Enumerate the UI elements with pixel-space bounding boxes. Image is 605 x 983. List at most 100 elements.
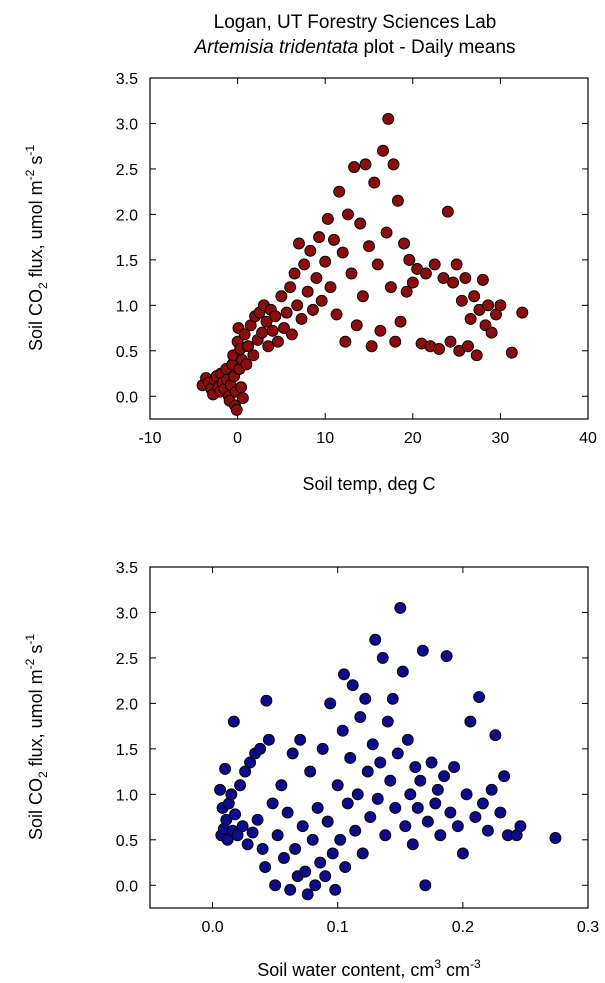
data-point (275, 779, 288, 792)
data-point (333, 185, 346, 198)
data-point (301, 888, 314, 901)
data-point (240, 358, 253, 371)
data-point (391, 194, 404, 207)
data-point (336, 246, 349, 259)
data-point (254, 742, 267, 755)
data-point (324, 281, 337, 294)
data-point (251, 813, 264, 826)
data-point (356, 847, 369, 860)
data-point (348, 161, 361, 174)
y-tick-label: 2.0 (116, 207, 138, 224)
data-point (225, 788, 238, 801)
x-tick-label: -10 (138, 430, 161, 447)
data-point (359, 692, 372, 705)
data-point (219, 762, 232, 775)
data-point (389, 802, 402, 814)
x-axis-label: Soil water content, cm3 cm-3 (257, 957, 481, 980)
data-point (220, 813, 233, 826)
data-point (235, 381, 248, 394)
data-point (444, 806, 457, 819)
data-point (468, 290, 481, 303)
data-point (498, 770, 511, 783)
y-tick-label: 0.0 (116, 878, 138, 895)
y-tick-label: 1.0 (116, 298, 138, 315)
data-point (494, 299, 507, 312)
data-point (294, 733, 307, 746)
data-point (330, 308, 343, 321)
data-point (361, 765, 374, 778)
data-point (316, 742, 329, 755)
data-point (460, 788, 473, 801)
data-point (281, 806, 294, 819)
data-point (311, 802, 324, 814)
data-point (489, 729, 502, 742)
data-point (470, 349, 483, 362)
data-point (389, 335, 402, 348)
data-point (376, 651, 389, 664)
data-point (229, 808, 242, 821)
data-point (298, 258, 311, 271)
data-point (451, 820, 464, 833)
plot-frame (149, 77, 589, 420)
data-point (345, 267, 358, 280)
x-tick-label: 0.1 (327, 919, 349, 936)
data-point (260, 315, 273, 328)
data-point (437, 272, 450, 285)
data-point (271, 335, 284, 348)
data-point (256, 326, 269, 339)
data-points (214, 601, 562, 901)
data-point (386, 692, 399, 705)
data-point (455, 294, 468, 307)
data-point (262, 733, 275, 746)
data-point (368, 176, 381, 189)
data-point (380, 226, 393, 239)
title-species: Artemisia tridentata (193, 37, 358, 58)
y-tick-label: 3.5 (116, 560, 138, 577)
data-point (285, 328, 298, 341)
data-point (346, 679, 359, 692)
y-tick-label: 0.5 (116, 833, 138, 850)
data-point (328, 233, 340, 246)
data-point (284, 281, 297, 294)
data-point (326, 847, 339, 860)
data-point (309, 879, 322, 892)
data-point (344, 752, 357, 764)
y-tick-label: 0.0 (116, 389, 138, 406)
data-point (374, 756, 387, 769)
data-point (238, 328, 251, 341)
data-point (278, 322, 290, 335)
data-point (440, 650, 453, 663)
title-line-2: Artemisia tridentata plot - Daily means (193, 37, 515, 58)
data-point (321, 815, 334, 828)
data-point (306, 833, 319, 846)
data-point (239, 765, 252, 778)
data-point (374, 324, 387, 337)
data-point (341, 797, 354, 810)
data-point (429, 797, 442, 810)
data-point (256, 842, 269, 855)
data-point (441, 205, 454, 218)
data-point (324, 697, 337, 710)
data-point (304, 244, 317, 257)
data-point (485, 783, 498, 796)
data-point (304, 765, 317, 778)
data-point (387, 158, 400, 171)
data-point (428, 258, 441, 271)
data-point (331, 779, 344, 792)
x-tick-label: 0 (233, 430, 242, 447)
data-point (351, 788, 364, 801)
data-point (329, 883, 342, 896)
data-point (448, 761, 461, 774)
data-point (321, 212, 334, 225)
data-point (259, 861, 272, 874)
data-point (356, 290, 369, 303)
data-point (459, 272, 472, 285)
data-point (296, 820, 309, 833)
data-point (371, 792, 384, 805)
data-point (227, 715, 240, 728)
data-point (409, 761, 422, 774)
y-tick-label: 3.5 (116, 71, 138, 88)
data-point (266, 797, 279, 810)
data-point (469, 811, 482, 824)
y-tick-label: 2.5 (116, 651, 138, 668)
